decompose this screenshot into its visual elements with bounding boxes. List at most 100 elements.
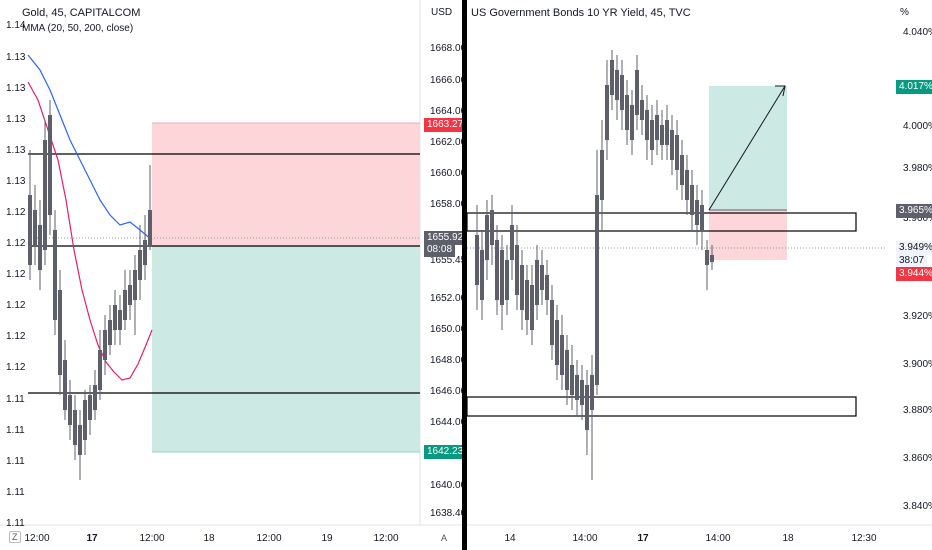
price-axis-tick: 1648.00 <box>430 355 462 366</box>
zoom-toggle-button[interactable]: Z <box>9 531 21 543</box>
entry-yield-tag: 3.965% <box>896 204 932 218</box>
secondary-axis-tick: 1.12 <box>6 238 26 249</box>
candle-body <box>128 285 132 305</box>
price-axis-tick: 3.980% <box>903 163 932 174</box>
candle-body <box>490 210 494 245</box>
bond-yield-chart-canvas[interactable] <box>467 0 932 550</box>
secondary-axis-tick: 1.12 <box>6 331 26 342</box>
candle-body <box>710 255 714 262</box>
stop-zone <box>709 210 787 260</box>
price-axis-tick: 3.900% <box>903 359 932 370</box>
current-price-tag: 1655.92 <box>424 231 462 245</box>
candle-body <box>138 250 142 280</box>
secondary-axis-tick: 1.13 <box>6 145 26 156</box>
candle-body <box>123 290 127 320</box>
candle-body <box>535 260 539 305</box>
candle-body <box>625 95 629 130</box>
stop-yield-tag: 3.944% <box>896 267 932 281</box>
secondary-axis-tick: 1.13 <box>6 52 26 63</box>
candle-body <box>118 310 122 330</box>
time-label: 14:00 <box>572 533 598 544</box>
candle-body <box>665 120 669 145</box>
candle-body <box>505 260 509 300</box>
candle-body <box>38 225 42 270</box>
price-axis-tick: 1668.00 <box>430 43 462 54</box>
price-axis-tick: 1662.00 <box>430 137 462 148</box>
bar-countdown-tag: 08:08 <box>424 243 456 257</box>
secondary-axis-tick: 1.12 <box>6 269 26 280</box>
candle-body <box>485 215 489 260</box>
candle-body <box>68 395 72 425</box>
candle-body <box>515 245 519 295</box>
candle-body <box>705 250 709 265</box>
candle-body <box>143 240 147 265</box>
moving-average-indicator-label[interactable]: MMA (20, 50, 200, close) <box>22 23 134 34</box>
price-axis-tick: 1660.00 <box>430 168 462 179</box>
bond-chart-title: US Government Bonds 10 YR Yield, 45, TVC <box>471 7 691 19</box>
candle-body <box>640 100 644 120</box>
candle-body <box>510 225 514 260</box>
candle-body <box>645 110 649 140</box>
candle-body <box>540 265 544 290</box>
candle-body <box>620 75 624 110</box>
candle-body <box>113 305 117 330</box>
gold-chart-canvas[interactable] <box>0 0 462 550</box>
candle-body <box>605 85 609 140</box>
projection-arrow-head <box>775 85 786 97</box>
time-label: 17 <box>86 533 98 544</box>
time-label: 12:00 <box>139 533 165 544</box>
secondary-axis-tick: 1.12 <box>6 362 26 373</box>
time-label: 18 <box>782 533 794 544</box>
target-yield-tag: 4.017% <box>896 80 932 94</box>
candle-body <box>680 155 684 185</box>
gold-chart-title: Gold, 45, CAPITALCOM <box>22 7 141 19</box>
candle-body <box>545 275 549 300</box>
candle-body <box>595 195 599 385</box>
candle-body <box>495 240 499 300</box>
candle-body <box>580 380 584 405</box>
candle-body <box>43 140 47 250</box>
candle-body <box>660 125 664 145</box>
candle-body <box>690 185 694 215</box>
candle-body <box>570 365 574 395</box>
candle-body <box>108 320 112 345</box>
candle-body <box>585 385 589 430</box>
time-label: 14:00 <box>705 533 731 544</box>
candle-body <box>575 375 579 400</box>
candle-body <box>53 230 57 320</box>
candle-body <box>28 195 32 265</box>
auto-scale-button[interactable]: A <box>441 533 448 543</box>
secondary-axis-tick: 1.12 <box>6 300 26 311</box>
candle-body <box>685 170 689 200</box>
candle-body <box>590 375 594 410</box>
candle-body <box>475 235 479 285</box>
candle-body <box>63 360 67 410</box>
stop-loss-zone <box>152 123 420 246</box>
resistance-box <box>467 212 857 232</box>
candle-body <box>520 265 524 310</box>
price-axis-tick: 1658.00 <box>430 199 462 210</box>
candle-body <box>565 350 569 390</box>
candle-body <box>555 320 559 365</box>
take-profit-zone <box>152 246 420 452</box>
candle-body <box>630 105 634 140</box>
price-axis-tick: 1652.00 <box>430 293 462 304</box>
price-axis-tick: 1666.00 <box>430 75 462 86</box>
bar-countdown-tag: 38:07 <box>896 254 928 268</box>
candle-body <box>670 130 674 160</box>
candle-body <box>695 200 699 225</box>
candle-body <box>103 330 107 360</box>
candle-body <box>650 120 654 150</box>
pane-divider[interactable] <box>462 0 467 550</box>
candle-body <box>635 70 639 115</box>
bond-yield-chart-pane[interactable]: US Government Bonds 10 YR Yield, 45, TVC… <box>467 0 932 550</box>
price-axis-tick: 3.960% <box>903 213 932 224</box>
secondary-axis-tick: 1.13 <box>6 176 26 187</box>
candle-body <box>600 150 604 200</box>
secondary-axis-tick: 1.14 <box>6 20 26 31</box>
moving-average-slow-line <box>27 81 153 381</box>
candle-body <box>615 70 619 100</box>
candle-body <box>700 205 704 230</box>
secondary-axis-tick: 1.11 <box>6 456 25 467</box>
gold-chart-pane[interactable]: Gold, 45, CAPITALCOM MMA (20, 50, 200, c… <box>0 0 462 550</box>
